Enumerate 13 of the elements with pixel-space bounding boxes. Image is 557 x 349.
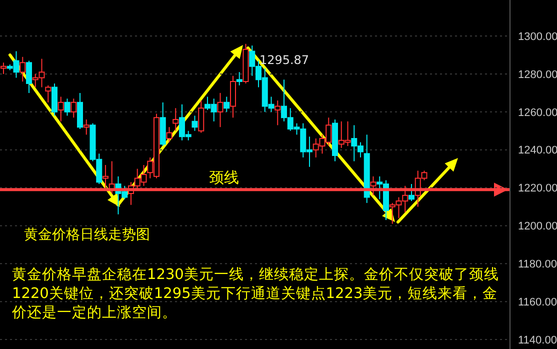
y-tick-label: 1280.00 — [518, 68, 557, 81]
y-tick-label: 1140.00 — [518, 334, 557, 346]
y-tick-label: 1180.00 — [518, 258, 557, 271]
y-tick-label: 1240.00 — [518, 144, 557, 157]
ref-line-label: 颈线 — [209, 168, 240, 187]
y-tick-label: 1220.00 — [518, 182, 557, 195]
annotation: 黄金价格早盘企稳在1230美元一线，继续稳定上探。金价不仅突破了颈线1220关键位，还突破1295美元下行通道关键点1223美元，短线来看，金价还是一定的上涨空间。 — [12, 266, 500, 323]
y-tick-label: 1300.00 — [518, 30, 557, 43]
text: 黄金价格日线走势图 — [24, 226, 150, 244]
y-tick-label: 1160.00 — [518, 296, 557, 308]
annotation: 1295.87 — [259, 52, 310, 67]
y-tick-label: 1200.00 — [518, 220, 557, 233]
y-tick-label: 1260.00 — [518, 106, 557, 119]
